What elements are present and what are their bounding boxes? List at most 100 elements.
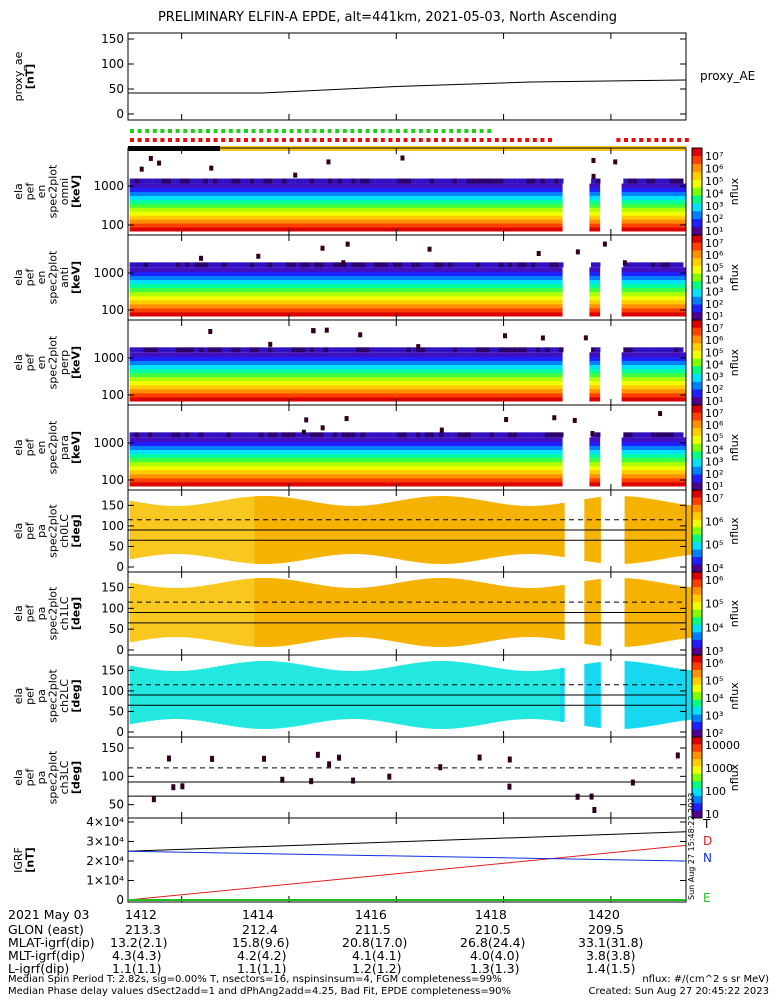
status-dot-red (251, 138, 256, 142)
spectrogram-cell (272, 347, 278, 353)
spectrogram-band (621, 227, 686, 232)
spectrogram-cell (161, 347, 167, 353)
colorbar-pef_en_anti (691, 234, 703, 321)
spectrogram-cell (346, 432, 352, 438)
ephem-label: MLT-igrf(dip) (8, 948, 86, 963)
status-dot-green (228, 129, 233, 133)
spectrogram-band (621, 275, 686, 281)
spectrogram-cell (134, 432, 140, 438)
spectrogram-cell (263, 432, 269, 438)
spectrogram-dot (591, 173, 596, 179)
spectrogram-band (621, 279, 686, 285)
spectrogram-cell (129, 178, 135, 184)
spectrogram-band (589, 299, 601, 305)
spectrogram-cell (512, 432, 518, 438)
status-dot-green (137, 129, 142, 133)
status-dot-red (130, 138, 134, 142)
spectrogram-cell (341, 432, 347, 438)
spectrogram-cell (161, 178, 167, 184)
spectrogram-cell (235, 262, 241, 268)
colorbar-step (692, 474, 702, 483)
spectrogram-cell (434, 262, 439, 268)
spectrogram-cell (484, 178, 490, 184)
spectrogram-dot (199, 255, 204, 261)
status-dot-red (456, 138, 461, 142)
spectrogram-cell (471, 347, 476, 353)
pa-column (688, 587, 694, 638)
spectrogram-band (129, 295, 563, 301)
pa-dot (507, 783, 512, 790)
colorbar-tick-label: 10⁷ (705, 407, 723, 420)
y-tick-label: 50 (109, 539, 124, 553)
status-dot-green (289, 129, 294, 133)
footer-created: Created: Sun Aug 27 20:45:22 2023 (588, 986, 769, 997)
spectrogram-band (129, 376, 563, 382)
spectrogram-band (129, 352, 563, 357)
y-axis-label: pef (24, 268, 37, 287)
spectrogram-dot (301, 429, 306, 435)
colorbar-tick-label: 10000 (705, 739, 740, 752)
spectrogram-cell (328, 262, 333, 268)
spectrogram-cell (494, 347, 499, 353)
spectrogram-cell (364, 178, 370, 184)
spectrogram-cell (554, 178, 559, 184)
spectrogram-cell (388, 262, 393, 268)
spectrogram-cell (240, 347, 246, 353)
colorbar-tick-label: 10⁷ (705, 492, 723, 505)
proxy-ae-line (128, 79, 687, 94)
spectrogram-cell (415, 178, 421, 184)
spectrogram-cell (397, 262, 403, 268)
spectrogram-cell (411, 347, 416, 353)
proxy-ae-legend: proxy_AE (700, 69, 755, 83)
spectrogram-cell (235, 178, 241, 184)
status-dot-red (137, 138, 142, 142)
status-dot-red (244, 138, 248, 142)
colorbar-step (692, 335, 702, 344)
spectrogram-cell (544, 178, 550, 184)
colorbar-tick-label: 10⁴ (705, 359, 724, 372)
spectrogram-band (621, 392, 686, 398)
spectrogram-cell (268, 347, 273, 353)
spectrogram-band (589, 388, 601, 394)
y-tick-label: 100 (101, 473, 124, 487)
spectrogram-cell (651, 432, 656, 438)
spectrogram-cell (281, 178, 287, 184)
y-tick-label: 50 (109, 798, 124, 812)
colorbar-step (692, 420, 702, 429)
spectrogram-cell (627, 262, 633, 268)
status-dot-red (532, 138, 537, 142)
colorbar-tick-label: 10⁵ (705, 539, 723, 552)
spectrogram-cell (318, 262, 324, 268)
y-tick-label: 50 (109, 82, 124, 96)
y-tick-label: 0 (116, 107, 124, 121)
spectrogram-band (129, 481, 563, 487)
y-tick-label: 100 (101, 388, 124, 402)
spectrogram-cell (484, 432, 490, 438)
spectrogram-dot (572, 417, 577, 423)
spectrogram-cell (627, 432, 633, 438)
spectrogram-cell (461, 347, 467, 353)
spectrogram-cell (272, 432, 278, 438)
ephem-value: 1.1(1.1) (112, 961, 162, 976)
colorbar-step (692, 504, 702, 513)
spectrogram-cell (434, 432, 439, 438)
spectrogram-pef_pa_ch2 (128, 661, 694, 729)
spectrogram-cell (235, 347, 241, 353)
status-dot-red (403, 138, 408, 142)
colorbar-step (692, 195, 702, 204)
spectrogram-cell (304, 262, 310, 268)
ephem-label: 2021 May 03 (8, 907, 90, 922)
spectrogram-band (621, 195, 686, 200)
spectrogram-dot (583, 335, 588, 341)
spectrogram-cell (392, 178, 398, 184)
spectrogram-band (621, 287, 686, 293)
spectrogram-cell (415, 432, 421, 438)
spectrogram-cell (286, 432, 292, 438)
status-dot-green (456, 129, 461, 133)
colorbar-tick-label: 10² (705, 213, 723, 226)
status-dot-red (183, 138, 188, 142)
status-dot-red (639, 138, 644, 142)
y-axis-label: pa (35, 689, 48, 703)
status-dot-red (228, 138, 233, 142)
igrf-legend-e: E (703, 891, 711, 905)
